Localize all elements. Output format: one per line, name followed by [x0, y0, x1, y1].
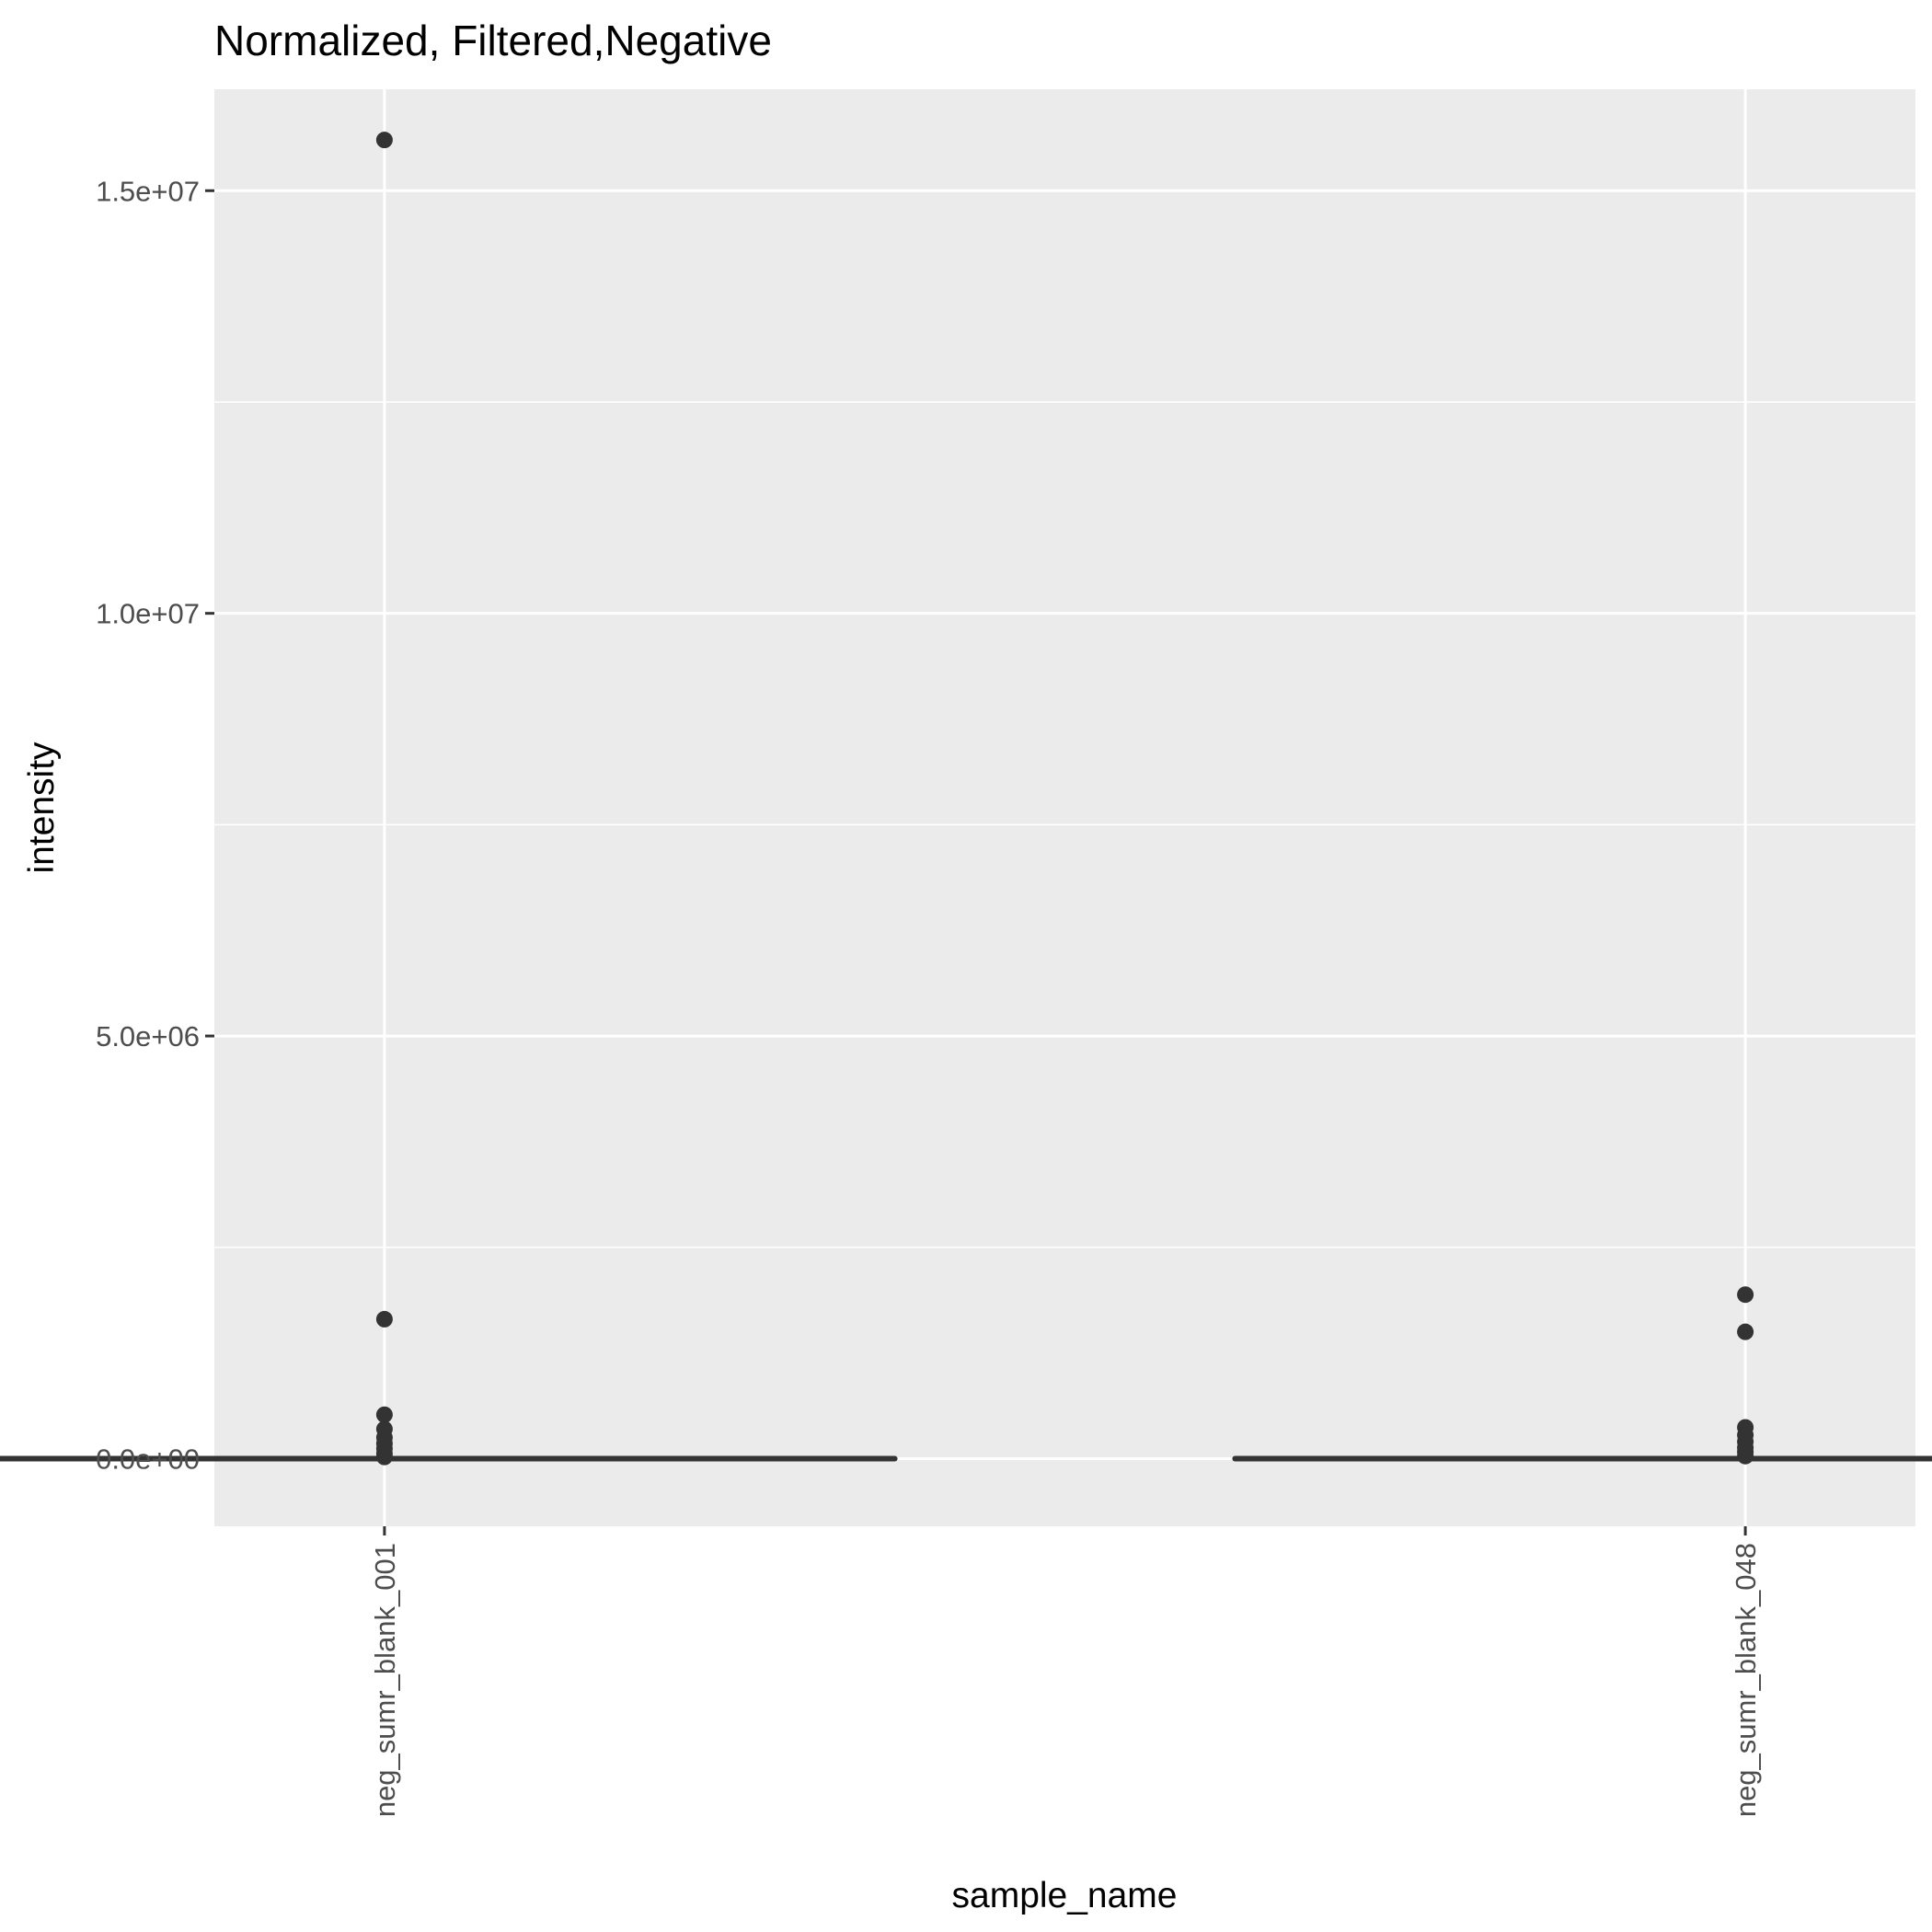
y-axis: 0.0e+00 5.0e+06 1.0e+07 1.5e+07 — [96, 175, 214, 1475]
outlier-point — [1737, 1323, 1754, 1340]
plot-panel — [214, 89, 1915, 1526]
outlier-point — [375, 1406, 393, 1423]
boxplot — [1232, 1286, 1932, 1465]
x-tick-label: neg_sumr_blank_001 — [369, 1543, 401, 1817]
y-tick-label: 0.0e+00 — [96, 1443, 200, 1475]
y-tick-label: 1.5e+07 — [96, 175, 200, 207]
outlier-point — [375, 132, 393, 149]
x-tick-label: neg_sumr_blank_048 — [1730, 1543, 1762, 1817]
y-tick-label: 1.0e+07 — [96, 598, 200, 630]
boxplot — [0, 132, 898, 1466]
boxplots — [0, 132, 1932, 1466]
y-tick-label: 5.0e+06 — [96, 1020, 200, 1052]
outlier-point — [375, 1310, 393, 1328]
outlier-point — [1737, 1447, 1754, 1465]
x-axis: neg_sumr_blank_001 neg_sumr_blank_048 — [369, 1526, 1762, 1817]
outlier-point — [375, 1448, 393, 1466]
outlier-point — [1737, 1286, 1754, 1304]
y-axis-title: intensity — [22, 742, 62, 874]
x-axis-title: sample_name — [952, 1876, 1178, 1915]
chart-title: Normalized, Filtered,Negative — [214, 17, 772, 64]
